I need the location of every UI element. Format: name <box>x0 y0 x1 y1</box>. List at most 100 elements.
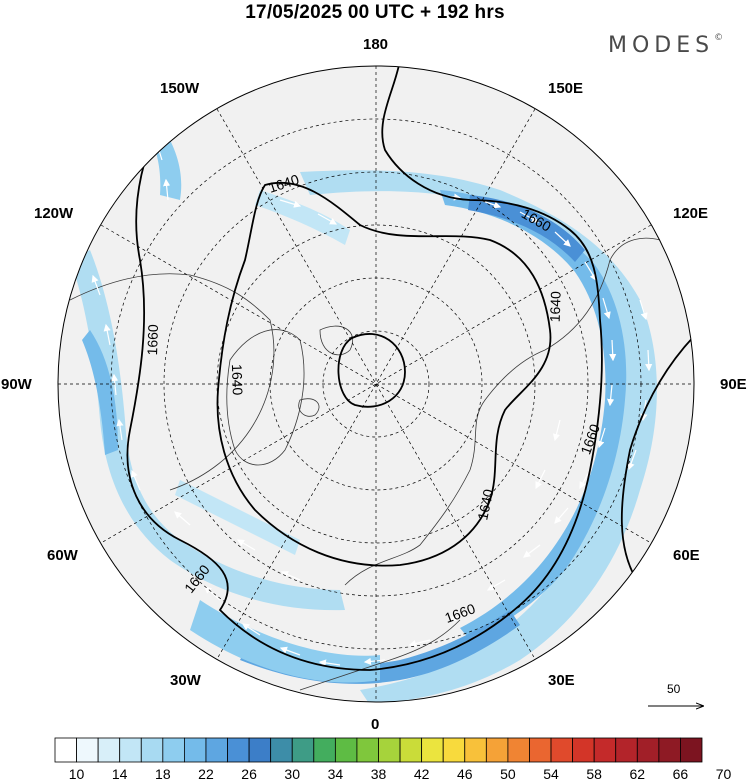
wind-arrow <box>111 373 119 396</box>
colorbar-tick-label: 58 <box>586 766 602 782</box>
colorbar-swatch <box>119 737 142 763</box>
wind-arrow <box>131 469 141 491</box>
jet-core-east-2 <box>468 195 585 262</box>
wind-arrow <box>609 339 617 362</box>
africa-coast <box>299 619 461 691</box>
colorbar-tick-label: 10 <box>68 766 85 782</box>
colorbar-tick-label: 50 <box>500 766 516 782</box>
contour-label: 1660 <box>144 324 161 356</box>
jet-core-east <box>440 190 627 640</box>
wind-arrow <box>554 231 571 247</box>
wind-arrow <box>584 261 597 282</box>
map-title: 17/05/2025 00 UTC + 192 hrs <box>245 2 505 23</box>
wind-arrow <box>554 507 569 524</box>
europe-coast <box>344 349 546 586</box>
colorbar-swatch <box>54 737 77 763</box>
colorbar-swatch <box>378 737 401 763</box>
wind-arrow <box>579 469 591 490</box>
colorbar-swatch <box>140 737 164 763</box>
lon-label-30e: 30E <box>548 672 575 689</box>
meridian <box>100 224 652 544</box>
jet-pacific-east <box>300 170 657 702</box>
wind-arrow <box>645 349 653 372</box>
wind-arrow <box>91 274 101 296</box>
jet-inner-arc <box>255 190 350 245</box>
lon-label-90e: 90E <box>720 376 747 393</box>
colorbar-tick-label: 38 <box>370 766 387 782</box>
wind-arrow <box>163 178 171 201</box>
colorbar-tick-label: 18 <box>155 766 171 782</box>
colorbar-tick-label: 34 <box>327 766 344 782</box>
wind-arrow <box>279 646 301 656</box>
colorbar-swatch <box>97 737 121 763</box>
lon-label-150e: 150E <box>548 80 584 97</box>
contour-1640 <box>216 181 552 567</box>
colorbar-tick-label: 22 <box>198 766 214 782</box>
colorbar-swatch <box>464 737 487 763</box>
wind-arrow <box>448 611 471 622</box>
colorbar-swatch <box>248 737 272 763</box>
colorbar-swatch <box>615 737 638 763</box>
wind-arrow <box>174 511 191 526</box>
contour-label: 1640 <box>474 487 496 521</box>
contour-1660 <box>126 66 603 671</box>
wind-arrow <box>318 659 341 667</box>
lon-label-30w: 30W <box>170 672 201 689</box>
colorbar-swatch <box>183 737 207 763</box>
lon-label-60w: 60W <box>47 547 78 564</box>
colorbar-swatch <box>334 737 358 763</box>
colorbar-swatch <box>399 737 423 763</box>
meridian <box>100 224 652 544</box>
colorbar-tick-label: 46 <box>456 766 473 782</box>
wind-arrow <box>607 384 615 407</box>
lon-label-90w: 90W <box>1 376 32 393</box>
colorbar-swatch <box>636 737 660 763</box>
colorbar-tick-label: 70 <box>715 766 732 782</box>
lon-label-120w: 120W <box>34 205 74 222</box>
arctic-islands <box>298 325 353 417</box>
wind-arrow <box>279 199 302 208</box>
lon-label-0: 0 <box>371 716 380 733</box>
wind-arrow <box>523 544 541 558</box>
wind-arrow <box>408 639 431 648</box>
colorbar-swatch <box>270 737 293 763</box>
contour-label: 1640 <box>547 291 564 323</box>
colorbar-swatch <box>442 737 466 763</box>
colorbar-tick-label: 14 <box>111 766 128 782</box>
meridian <box>216 108 536 660</box>
colorbar-tick-label: 66 <box>672 766 689 782</box>
height-contours <box>126 66 694 671</box>
greenland-coast <box>226 329 305 466</box>
lat-circle <box>322 330 430 438</box>
wind-arrow <box>552 419 561 442</box>
colorbar-tick-label: 26 <box>241 766 257 782</box>
contour-label: 1640 <box>229 364 246 396</box>
wind-arrow <box>317 213 338 225</box>
wind-arrow <box>204 586 221 601</box>
colorbar-swatch <box>507 737 530 763</box>
colorbar-swatch <box>529 737 552 763</box>
wind-arrow <box>597 427 606 449</box>
colorbar-swatch <box>485 737 509 763</box>
colorbar-tick-label: 54 <box>543 766 559 782</box>
colorbar-tick-label: 30 <box>284 766 300 782</box>
jet-west-core <box>82 330 118 455</box>
colorbar-swatch <box>313 737 336 763</box>
jet-west <box>70 250 345 611</box>
lon-label-60e: 60E <box>673 547 700 564</box>
wind-arrow <box>280 571 301 581</box>
colorbar-swatch <box>291 737 315 763</box>
reference-vector-label: 50 <box>667 682 681 696</box>
colorbar-swatch <box>162 737 185 763</box>
colorbar-swatch <box>593 737 617 763</box>
colorbar-swatch <box>550 737 573 763</box>
asia-coast <box>544 237 661 351</box>
colorbar-swatch <box>227 737 250 763</box>
colorbar-swatch <box>572 737 595 763</box>
colorbar-swatch <box>356 737 379 763</box>
colorbar-swatch <box>76 737 99 763</box>
map-disk <box>58 66 694 702</box>
wind-arrow <box>519 211 540 223</box>
wind-arrow <box>236 539 256 551</box>
contour-1660-east <box>620 329 694 586</box>
